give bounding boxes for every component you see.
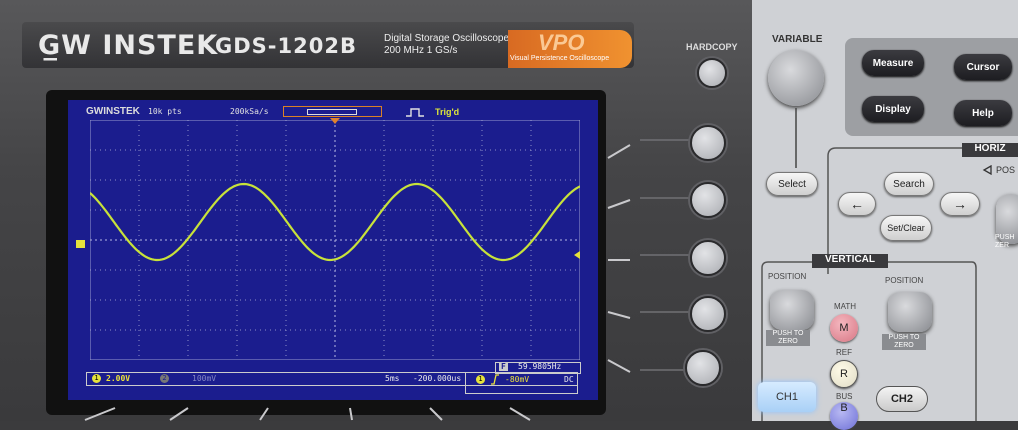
ch1-position-label: POSITION (768, 272, 807, 281)
softkey-3[interactable] (690, 240, 726, 276)
cursor-button[interactable]: Cursor (954, 54, 1012, 80)
push-to-zero-far-label: PUSH ZER (995, 234, 1015, 249)
horizontal-position-knob[interactable] (996, 194, 1018, 244)
variable-label: VARIABLE (772, 34, 823, 45)
hardcopy-label: HARDCOPY (686, 42, 738, 52)
softkey-5[interactable] (685, 350, 721, 386)
select-button[interactable]: Select (766, 172, 818, 196)
variable-knob[interactable] (768, 50, 824, 106)
trigger-info-box (465, 372, 578, 394)
variable-select-line (795, 108, 797, 168)
vpo-badge (508, 30, 632, 68)
product-description-line2: 200 MHz 1 GS/s (384, 45, 458, 56)
frequency-readout (495, 362, 581, 374)
horizontal-label: HORIZ (962, 143, 1018, 157)
ch1-button[interactable]: CH1 (758, 382, 816, 412)
trigger-source-badge: 1 (476, 375, 485, 384)
vertical-label: VERTICAL (812, 254, 888, 268)
ch1-waveform (90, 182, 580, 262)
ch2-push-to-zero-label: PUSH TO ZERO (882, 334, 926, 350)
bottom-softkey-guides (84, 407, 531, 421)
position-left-arrow-icon (982, 165, 992, 175)
brand-logo: G̲W INSTEK (38, 30, 219, 61)
ch1-ground-marker (76, 240, 85, 248)
softkey-4[interactable] (690, 296, 726, 332)
ch1-push-to-zero-label: PUSH TO ZERO (766, 330, 810, 346)
trigger-position-marker (330, 118, 340, 124)
ref-button[interactable]: R (830, 360, 858, 388)
trigger-coupling: DC (564, 375, 574, 384)
sample-rate: 200kSa/s (230, 107, 269, 116)
frequency-label: F (499, 362, 508, 371)
ch2-position-label: POSITION (885, 276, 924, 285)
screen-brand: GWINSTEK (86, 106, 140, 117)
record-length: 10k pts (148, 107, 182, 116)
search-next-button[interactable]: → (940, 192, 980, 216)
hardcopy-button[interactable] (697, 58, 727, 88)
ch2-badge: 2 (160, 374, 169, 383)
search-button[interactable]: Search (884, 172, 934, 196)
set-clear-button[interactable]: Set/Clear (880, 215, 932, 241)
memory-bar (283, 106, 382, 117)
search-previous-button[interactable]: ← (838, 192, 876, 216)
softkey-guides (607, 139, 690, 373)
ref-label: REF (836, 348, 852, 357)
rising-edge-icon (491, 374, 499, 385)
lcd-screen (68, 100, 598, 400)
softkey-1[interactable] (690, 125, 726, 161)
display-button[interactable]: Display (862, 96, 924, 122)
vpo-subtitle: Visual Persistence Oscilloscope (510, 55, 610, 62)
vpo-logo: VPO (538, 30, 585, 55)
ch2-position-knob[interactable] (888, 292, 932, 332)
bus-label: BUS (836, 392, 853, 401)
ch2-scale: 100mV (192, 374, 217, 383)
timebase: 5ms (385, 374, 400, 383)
memory-window (307, 109, 357, 115)
model-name: GDS-1202B (215, 34, 357, 58)
product-description-line1: Digital Storage Oscilloscope (384, 33, 510, 44)
ch1-scale: 2.00V (106, 374, 131, 383)
ch1-badge: 1 (92, 374, 101, 383)
trigger-edge-icon (406, 108, 424, 117)
horizontal-position-label: POS (996, 165, 1016, 175)
ch2-button[interactable]: CH2 (876, 386, 928, 412)
trigger-status: Trig'd (435, 107, 460, 117)
measure-button[interactable]: Measure (862, 50, 924, 76)
bus-button[interactable]: B (830, 402, 858, 430)
math-label: MATH (834, 302, 857, 311)
help-button[interactable]: Help (954, 100, 1012, 126)
trigger-level: -80mV (505, 375, 530, 384)
frequency-value: 59.9805Hz (518, 362, 562, 371)
trigger-level-marker (574, 251, 580, 259)
softkey-2[interactable] (690, 182, 726, 218)
math-button[interactable]: M (830, 314, 858, 342)
horizontal-position: -200.000us (413, 374, 462, 383)
horizontal-section-outline (827, 147, 1018, 274)
graticule (90, 120, 580, 360)
ch1-position-knob[interactable] (770, 290, 814, 330)
